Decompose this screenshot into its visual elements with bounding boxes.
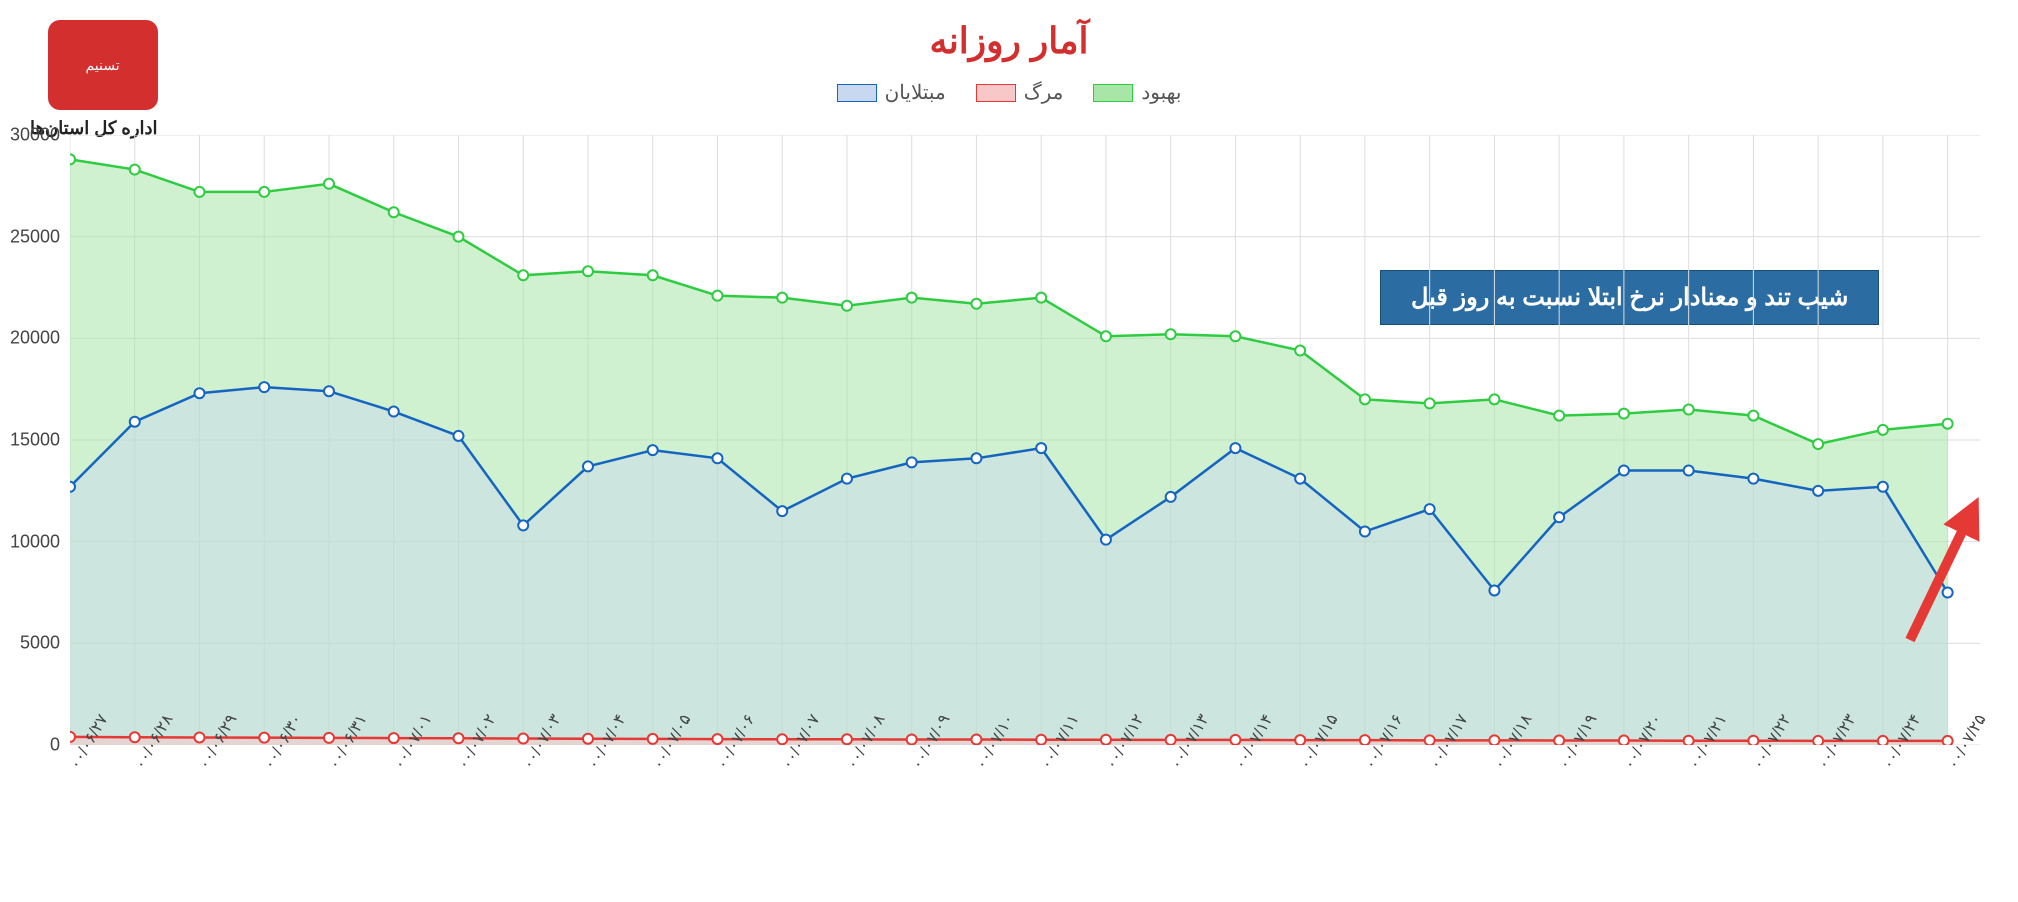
logo-area: تسنیم اداره کل استان‌ها xyxy=(30,20,158,139)
y-tick-label: 25000 xyxy=(0,226,60,247)
legend-swatch xyxy=(837,84,877,102)
legend-item-recovered[interactable]: بهبود xyxy=(1093,80,1181,105)
legend-label: بهبود xyxy=(1141,80,1181,105)
legend-label: مرگ xyxy=(1024,80,1064,105)
y-tick-label: 5000 xyxy=(0,633,60,654)
chart-plot xyxy=(70,135,1980,745)
logo-text: تسنیم xyxy=(85,57,119,74)
legend-swatch xyxy=(1093,84,1133,102)
y-tick-label: 15000 xyxy=(0,430,60,451)
y-tick-label: 30000 xyxy=(0,125,60,146)
y-tick-label: 10000 xyxy=(0,531,60,552)
legend-swatch xyxy=(976,84,1016,102)
chart-title: آمار روزانه xyxy=(0,0,2018,62)
legend: بهبود مرگ مبتلایان xyxy=(0,80,2018,105)
y-tick-label: 0 xyxy=(0,735,60,756)
tasnim-logo: تسنیم xyxy=(48,20,158,110)
legend-label: مبتلایان xyxy=(885,80,946,105)
legend-item-cases[interactable]: مبتلایان xyxy=(837,80,946,105)
legend-item-deaths[interactable]: مرگ xyxy=(976,80,1064,105)
y-tick-label: 20000 xyxy=(0,328,60,349)
